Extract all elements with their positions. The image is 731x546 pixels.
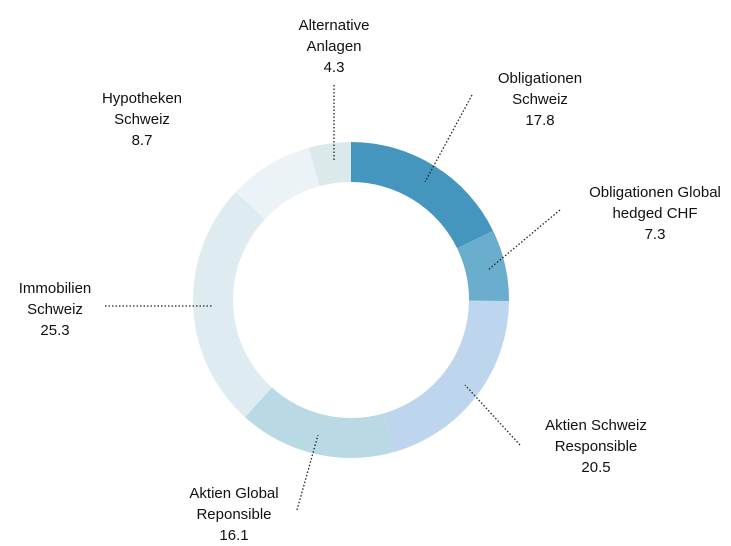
category-name: Aktien Schweiz Responsible xyxy=(537,415,655,457)
leader-line xyxy=(425,95,472,182)
value-label: 16.1 xyxy=(178,525,290,546)
category-name: Aktien Global Reponsible xyxy=(178,483,290,525)
value-label: 4.3 xyxy=(287,57,382,78)
donut-segment xyxy=(245,388,394,458)
donut-segment xyxy=(383,301,509,452)
category-name: Obligationen Schweiz xyxy=(488,68,593,110)
value-label: 8.7 xyxy=(95,130,190,151)
category-name: Immobilien Schweiz xyxy=(8,278,103,320)
value-label: 17.8 xyxy=(488,110,593,131)
category-name: Alternative Anlagen xyxy=(287,15,382,57)
category-name: Hypotheken Schweiz xyxy=(95,88,190,130)
value-label: 20.5 xyxy=(537,457,655,478)
value-label: 25.3 xyxy=(8,320,103,341)
donut-segment xyxy=(351,142,493,248)
value-label: 7.3 xyxy=(573,224,731,245)
donut-segment xyxy=(193,192,272,417)
category-name: Obligationen Global hedged CHF xyxy=(573,182,731,224)
